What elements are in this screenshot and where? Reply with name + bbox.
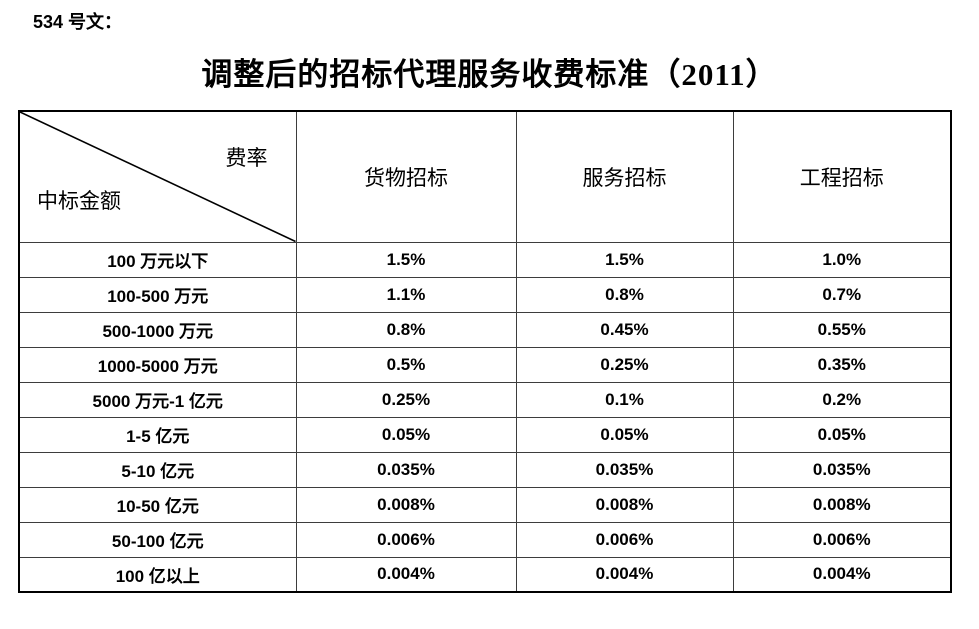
header-row: 费率 中标金额 货物招标 服务招标 工程招标 [18, 110, 952, 243]
table-row: 1000-5000 万元 0.5% 0.25% 0.35% [18, 346, 952, 383]
column-header-goods: 货物招标 [295, 110, 517, 243]
diagonal-line [20, 112, 296, 242]
rate-cell: 0.008% [295, 486, 517, 523]
table-row: 10-50 亿元 0.008% 0.008% 0.008% [18, 486, 952, 523]
table-row: 100 万元以下 1.5% 1.5% 1.0% [18, 241, 952, 278]
corner-label-rate: 费率 [225, 146, 268, 170]
fee-rate-table: 费率 中标金额 货物招标 服务招标 工程招标 100 万元以下 1.5% 1.5% 1… [18, 110, 952, 593]
row-label: 100 亿以上 [18, 556, 297, 593]
rate-cell: 0.006% [732, 521, 952, 558]
rate-cell: 1.1% [295, 276, 517, 313]
row-label: 100 万元以下 [18, 241, 297, 278]
rate-cell: 0.004% [732, 556, 952, 593]
rate-cell: 0.7% [732, 276, 952, 313]
rate-cell: 0.035% [515, 451, 734, 488]
row-label: 1-5 亿元 [18, 416, 297, 453]
rate-cell: 0.05% [732, 416, 952, 453]
rate-cell: 0.8% [515, 276, 734, 313]
rate-cell: 0.008% [515, 486, 734, 523]
rate-cell: 0.035% [295, 451, 517, 488]
rate-cell: 0.5% [295, 346, 517, 383]
rate-cell: 0.006% [295, 521, 517, 558]
table-row: 1-5 亿元 0.05% 0.05% 0.05% [18, 416, 952, 453]
rate-cell: 1.0% [732, 241, 952, 278]
table-row: 100 亿以上 0.004% 0.004% 0.004% [18, 556, 952, 593]
rate-cell: 0.25% [515, 346, 734, 383]
corner-label-amount: 中标金额 [37, 188, 121, 213]
rate-cell: 0.2% [732, 381, 952, 418]
rate-cell: 0.008% [732, 486, 952, 523]
column-header-services: 服务招标 [515, 110, 734, 243]
row-label: 500-1000 万元 [18, 311, 297, 348]
table-row: 5-10 亿元 0.035% 0.035% 0.035% [18, 451, 952, 488]
rate-cell: 0.25% [295, 381, 517, 418]
doc-number-label: 534 号文： [33, 12, 123, 32]
page-title: 调整后的招标代理服务收费标准（2011） [201, 57, 778, 92]
rate-cell: 0.45% [515, 311, 734, 348]
table-body: 100 万元以下 1.5% 1.5% 1.0% 100-500 万元 1.1% 0.8% 0.… [18, 241, 952, 593]
rate-cell: 0.004% [515, 556, 734, 593]
table-row: 50-100 亿元 0.006% 0.006% 0.006% [18, 521, 952, 558]
rate-cell: 0.006% [515, 521, 734, 558]
rate-cell: 0.8% [295, 311, 517, 348]
table-row: 500-1000 万元 0.8% 0.45% 0.55% [18, 311, 952, 348]
rate-cell: 0.35% [732, 346, 952, 383]
row-label: 10-50 亿元 [18, 486, 297, 523]
row-label: 5000 万元-1 亿元 [18, 381, 297, 418]
row-label: 1000-5000 万元 [18, 346, 297, 383]
table-row: 100-500 万元 1.1% 0.8% 0.7% [18, 276, 952, 313]
rate-cell: 0.1% [515, 381, 734, 418]
row-label: 5-10 亿元 [18, 451, 297, 488]
table-row: 5000 万元-1 亿元 0.25% 0.1% 0.2% [18, 381, 952, 418]
diagonal-corner-cell: 费率 中标金额 [18, 110, 297, 243]
row-label: 100-500 万元 [18, 276, 297, 313]
row-label: 50-100 亿元 [18, 521, 297, 558]
rate-cell: 1.5% [295, 241, 517, 278]
rate-cell: 0.05% [295, 416, 517, 453]
rate-cell: 0.004% [295, 556, 517, 593]
rate-cell: 0.035% [732, 451, 952, 488]
column-header-engineering: 工程招标 [732, 110, 952, 243]
rate-cell: 0.05% [515, 416, 734, 453]
rate-cell: 0.55% [732, 311, 952, 348]
rate-cell: 1.5% [515, 241, 734, 278]
